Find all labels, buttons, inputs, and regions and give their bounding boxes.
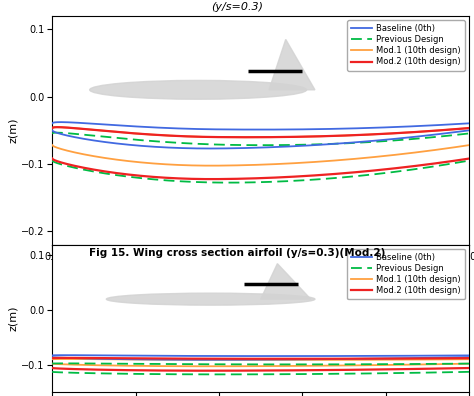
X-axis label: x/c: x/c	[253, 265, 269, 275]
Text: Fig 15. Wing cross section airfoil (y/s=0.3)(Mod.2): Fig 15. Wing cross section airfoil (y/s=…	[89, 248, 385, 257]
Polygon shape	[261, 264, 311, 299]
Y-axis label: z(m): z(m)	[8, 118, 18, 143]
Legend: Baseline (0th), Previous Design, Mod.1 (10th design), Mod.2 (10th design): Baseline (0th), Previous Design, Mod.1 (…	[347, 20, 465, 70]
Legend: Baseline (0th), Previous Design, Mod.1 (10th design), Mod.2 (10th design): Baseline (0th), Previous Design, Mod.1 (…	[347, 249, 465, 299]
Ellipse shape	[106, 293, 315, 305]
Text: (y/s=0.3): (y/s=0.3)	[211, 2, 263, 12]
Polygon shape	[269, 39, 315, 90]
Ellipse shape	[90, 80, 307, 99]
Y-axis label: z(m): z(m)	[9, 306, 18, 331]
